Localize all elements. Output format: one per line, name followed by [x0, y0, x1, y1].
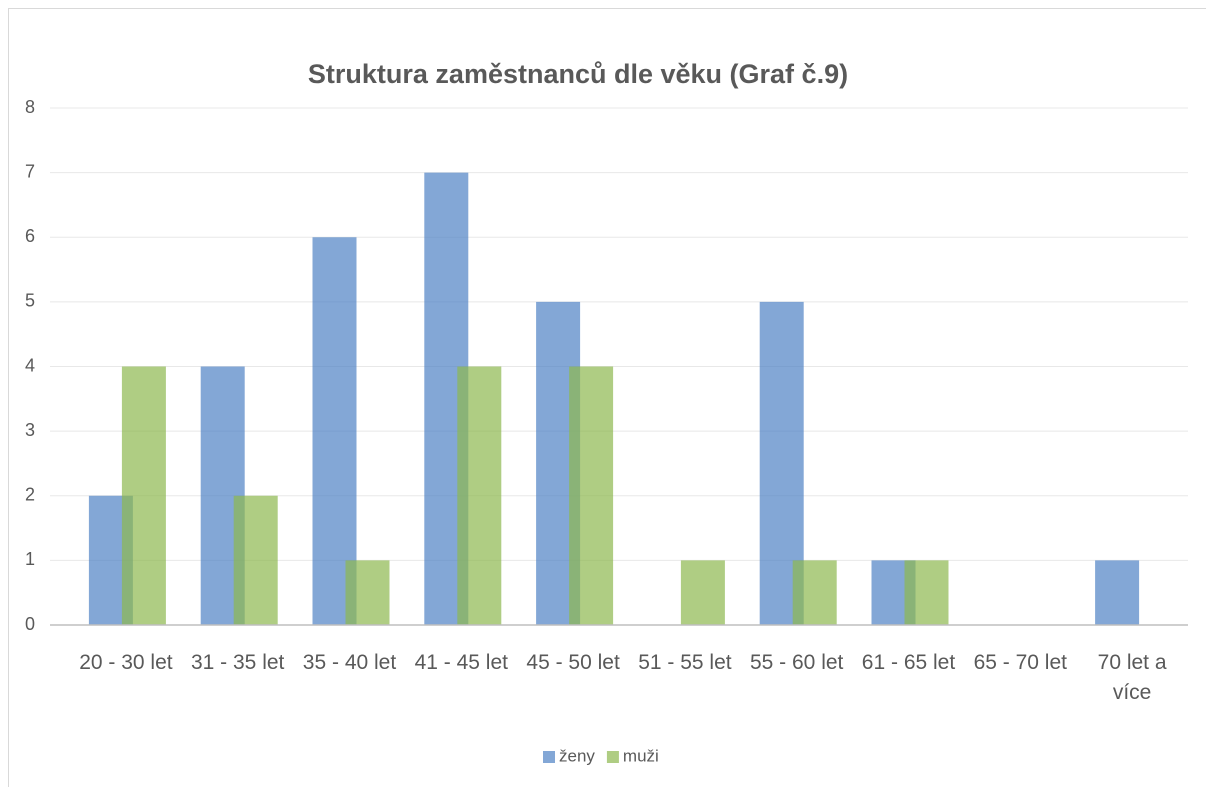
bar: [233, 495, 278, 625]
y-tick-label: 6: [25, 226, 35, 246]
x-tick-label: 70 let a více: [1097, 651, 1167, 704]
y-tick-label: 4: [25, 355, 35, 375]
y-tick-label: 7: [25, 161, 35, 181]
y-tick-label: 2: [25, 485, 35, 505]
x-tick-label: 41 - 45 let: [414, 651, 508, 674]
bar: [457, 366, 502, 625]
x-tick-label: 61 - 65 let: [861, 651, 956, 674]
y-tick-label: 0: [25, 614, 35, 634]
x-tick-label: 31 - 35 let: [190, 651, 285, 674]
bar: [121, 366, 166, 625]
chart-title: Struktura zaměstnanců dle věku (Graf č.9…: [308, 59, 848, 89]
x-tick-label: 51 - 55 let: [638, 651, 732, 674]
legend-swatch: [606, 751, 619, 763]
bar: [792, 560, 837, 625]
bar: [904, 560, 949, 625]
bar: [345, 560, 390, 625]
legend-label: muži: [623, 746, 659, 765]
x-tick-label: 55 - 60 let: [749, 651, 844, 674]
x-tick-label: 35 - 40 let: [302, 651, 397, 674]
legend-label: ženy: [559, 746, 595, 765]
bar: [680, 560, 725, 625]
legend-swatch: [543, 751, 555, 763]
bar: [1095, 560, 1140, 625]
x-tick-label: 20 - 30 let: [79, 651, 173, 674]
chart-border: [8, 8, 1206, 787]
x-tick-label: 45 - 50 let: [526, 651, 620, 674]
bar: [569, 366, 614, 625]
y-tick-label: 5: [25, 291, 35, 311]
y-tick-label: 8: [25, 97, 35, 117]
y-tick-label: 1: [25, 549, 35, 569]
y-tick-label: 3: [25, 420, 35, 440]
x-tick-label: 65 - 70 let: [973, 651, 1067, 674]
